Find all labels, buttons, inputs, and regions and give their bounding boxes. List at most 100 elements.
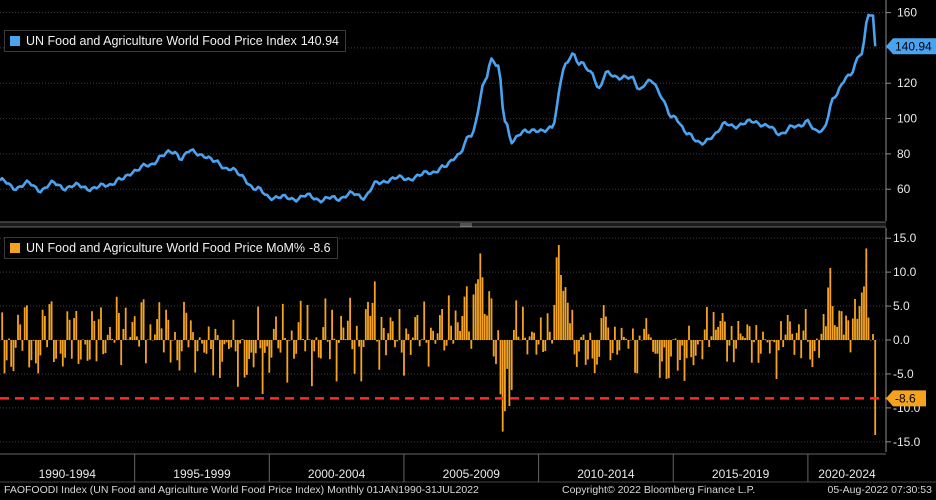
mom-bar: [869, 340, 872, 341]
top-tick-label-60: 60: [897, 182, 911, 196]
mom-bar: [26, 305, 28, 340]
x-period-label-2: 2000-2004: [308, 467, 366, 481]
mom-bar: [477, 279, 479, 340]
mom-bar: [584, 340, 587, 365]
mom-bar: [10, 340, 13, 367]
mom-bar: [459, 330, 461, 340]
mom-bar: [701, 340, 704, 360]
mom-bar: [596, 340, 598, 365]
mom-bar: [798, 324, 800, 340]
mom-bar: [753, 340, 755, 343]
mom-bar: [486, 315, 488, 340]
panel-divider[interactable]: [0, 221, 886, 228]
mom-bar: [178, 340, 181, 371]
mom-bar: [412, 337, 414, 340]
mom-bar: [647, 334, 650, 340]
mom-bar: [623, 336, 625, 340]
footer-security-info: FAOFOODI Index (UN Food and Agriculture …: [4, 484, 479, 496]
mom-bar: [385, 340, 387, 356]
mom-bar: [620, 327, 623, 340]
mom-bar: [183, 301, 185, 340]
mom-bar: [726, 340, 728, 362]
x-period-label-1: 1995-1999: [173, 467, 231, 481]
mom-bar: [216, 335, 219, 340]
mom-bar: [1, 312, 4, 340]
mom-bar: [136, 336, 138, 340]
mom-bar: [261, 340, 264, 394]
mom-bar: [766, 340, 769, 343]
mom-bar: [272, 328, 275, 340]
mom-bar: [192, 332, 194, 340]
mom-bar: [710, 336, 713, 340]
mom-bar: [461, 316, 464, 340]
mom-bar: [151, 340, 154, 341]
mom-bar: [508, 340, 511, 407]
mom-bar: [232, 319, 235, 340]
mom-bar: [616, 340, 619, 355]
mom-bar: [591, 340, 594, 359]
mom-bar: [598, 340, 601, 357]
mom-bar: [322, 327, 325, 340]
mom-bar: [77, 340, 80, 364]
mom-bar: [849, 340, 852, 353]
mom-bar: [364, 309, 367, 340]
mom-bar: [205, 340, 208, 354]
mom-bar: [293, 340, 295, 359]
mom-bar: [649, 337, 652, 340]
mom-bar: [735, 340, 737, 349]
mom-bar: [667, 340, 670, 379]
mom-bar: [555, 257, 558, 340]
mom-bar: [88, 340, 91, 360]
mom-bar: [86, 340, 89, 361]
top-tick-label-80: 80: [897, 147, 911, 161]
mom-bar: [789, 321, 791, 340]
mom-bar: [57, 339, 60, 341]
mom-bar: [266, 340, 268, 347]
mom-bar: [423, 301, 426, 340]
mom-bar: [14, 340, 17, 348]
mom-bar: [764, 339, 767, 340]
mom-bar: [212, 340, 215, 376]
mom-bar: [463, 296, 466, 340]
mom-bar: [856, 318, 859, 340]
mom-bar: [441, 309, 443, 340]
top-tick-label-100: 100: [897, 112, 917, 126]
mom-bar: [239, 340, 241, 344]
mom-bar: [681, 340, 684, 346]
mom-bar: [465, 286, 468, 340]
mom-bar: [771, 340, 773, 341]
mom-bar: [70, 340, 73, 359]
mom-bar: [167, 319, 170, 340]
mom-bar: [501, 340, 504, 432]
mom-bar: [340, 315, 342, 340]
mom-bar: [362, 340, 365, 347]
mom-bar: [279, 340, 282, 353]
mom-bar: [382, 328, 385, 340]
mom-bar: [865, 248, 868, 340]
mom-bar: [286, 340, 289, 383]
mom-bar: [8, 338, 10, 340]
mom-bar: [708, 340, 711, 347]
mom-bar: [706, 306, 708, 340]
mom-bar: [488, 291, 491, 340]
x-period-label-4: 2010-2014: [577, 467, 635, 481]
mom-bar: [632, 328, 634, 340]
mom-bar: [638, 335, 641, 340]
mom-bar: [840, 311, 843, 340]
mom-bar: [171, 340, 174, 341]
divider-bar[interactable]: [0, 222, 886, 227]
bottom-last-value-label: -8.6: [895, 391, 916, 405]
mom-bar: [358, 340, 360, 347]
mom-bar: [142, 299, 145, 340]
mom-bar: [582, 334, 585, 340]
mom-bar: [124, 307, 127, 340]
mom-bar: [874, 340, 877, 435]
mom-bar: [867, 317, 870, 340]
mom-bar: [537, 340, 540, 345]
mom-bar: [605, 316, 607, 340]
mom-bar: [470, 340, 473, 349]
mom-bar: [230, 340, 233, 348]
mom-bar: [378, 340, 381, 370]
mom-bar: [802, 330, 805, 340]
top-tick-label-120: 120: [897, 76, 917, 90]
